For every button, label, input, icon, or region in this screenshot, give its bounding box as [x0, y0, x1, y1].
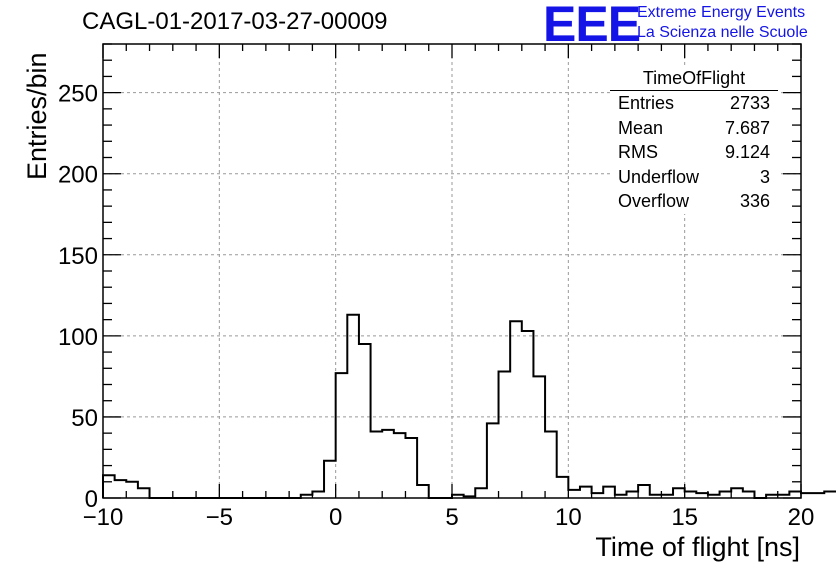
- run-title: CAGL-01-2017-03-27-00009: [82, 8, 388, 35]
- stats-box: TimeOfFlight Entries 2733 Mean 7.687 RMS…: [610, 66, 778, 214]
- x-tick-label: 0: [329, 504, 342, 531]
- y-tick-labels: 0 50 100 150 200 250: [58, 81, 98, 513]
- x-tick-label: 5: [445, 504, 458, 531]
- x-tick-label: −10: [83, 504, 124, 531]
- stats-label: Entries: [618, 93, 675, 113]
- stats-label: RMS: [618, 142, 658, 162]
- stats-row-rms: RMS 9.124: [610, 140, 778, 165]
- x-tick-labels: −10 −5 0 5 10 15 20: [83, 504, 815, 531]
- histogram-line: [102, 313, 836, 499]
- stats-label: Overflow: [618, 191, 690, 211]
- stats-value: 9.124: [724, 142, 770, 162]
- y-tick-label: 200: [58, 162, 98, 189]
- stats-value: 336: [739, 191, 770, 211]
- stats-value: 7.687: [724, 117, 770, 138]
- stats-value: 2733: [729, 93, 770, 113]
- stats-label: Mean: [618, 117, 664, 138]
- logo-line-2: La Scienza nelle Scuole: [637, 24, 808, 41]
- y-tick-label: 250: [58, 81, 98, 108]
- stats-row-mean: Mean 7.687: [610, 116, 778, 141]
- x-tick-label: 20: [788, 504, 815, 531]
- x-tick-label: 10: [555, 504, 582, 531]
- stats-label: Underflow: [618, 166, 700, 187]
- y-tick-label: 50: [71, 405, 98, 432]
- stats-row-overflow: Overflow 336: [610, 189, 778, 214]
- logo-line-1: Extreme Energy Events: [637, 4, 806, 21]
- y-axis-label: Entries/bin: [22, 52, 52, 180]
- axis-ticks: [102, 43, 802, 499]
- x-tick-label: −5: [206, 504, 233, 531]
- y-tick-label: 0: [85, 486, 98, 513]
- stats-title: TimeOfFlight: [610, 66, 778, 91]
- stats-value: 3: [759, 166, 770, 187]
- stats-row-entries: Entries 2733: [610, 91, 778, 116]
- x-axis-label: Time of flight [ns]: [595, 532, 800, 562]
- x-tick-label: 15: [671, 504, 698, 531]
- stats-row-underflow: Underflow 3: [610, 165, 778, 190]
- y-tick-label: 150: [58, 243, 98, 270]
- eee-logo: EEE: [543, 0, 641, 52]
- y-tick-label: 100: [58, 324, 98, 351]
